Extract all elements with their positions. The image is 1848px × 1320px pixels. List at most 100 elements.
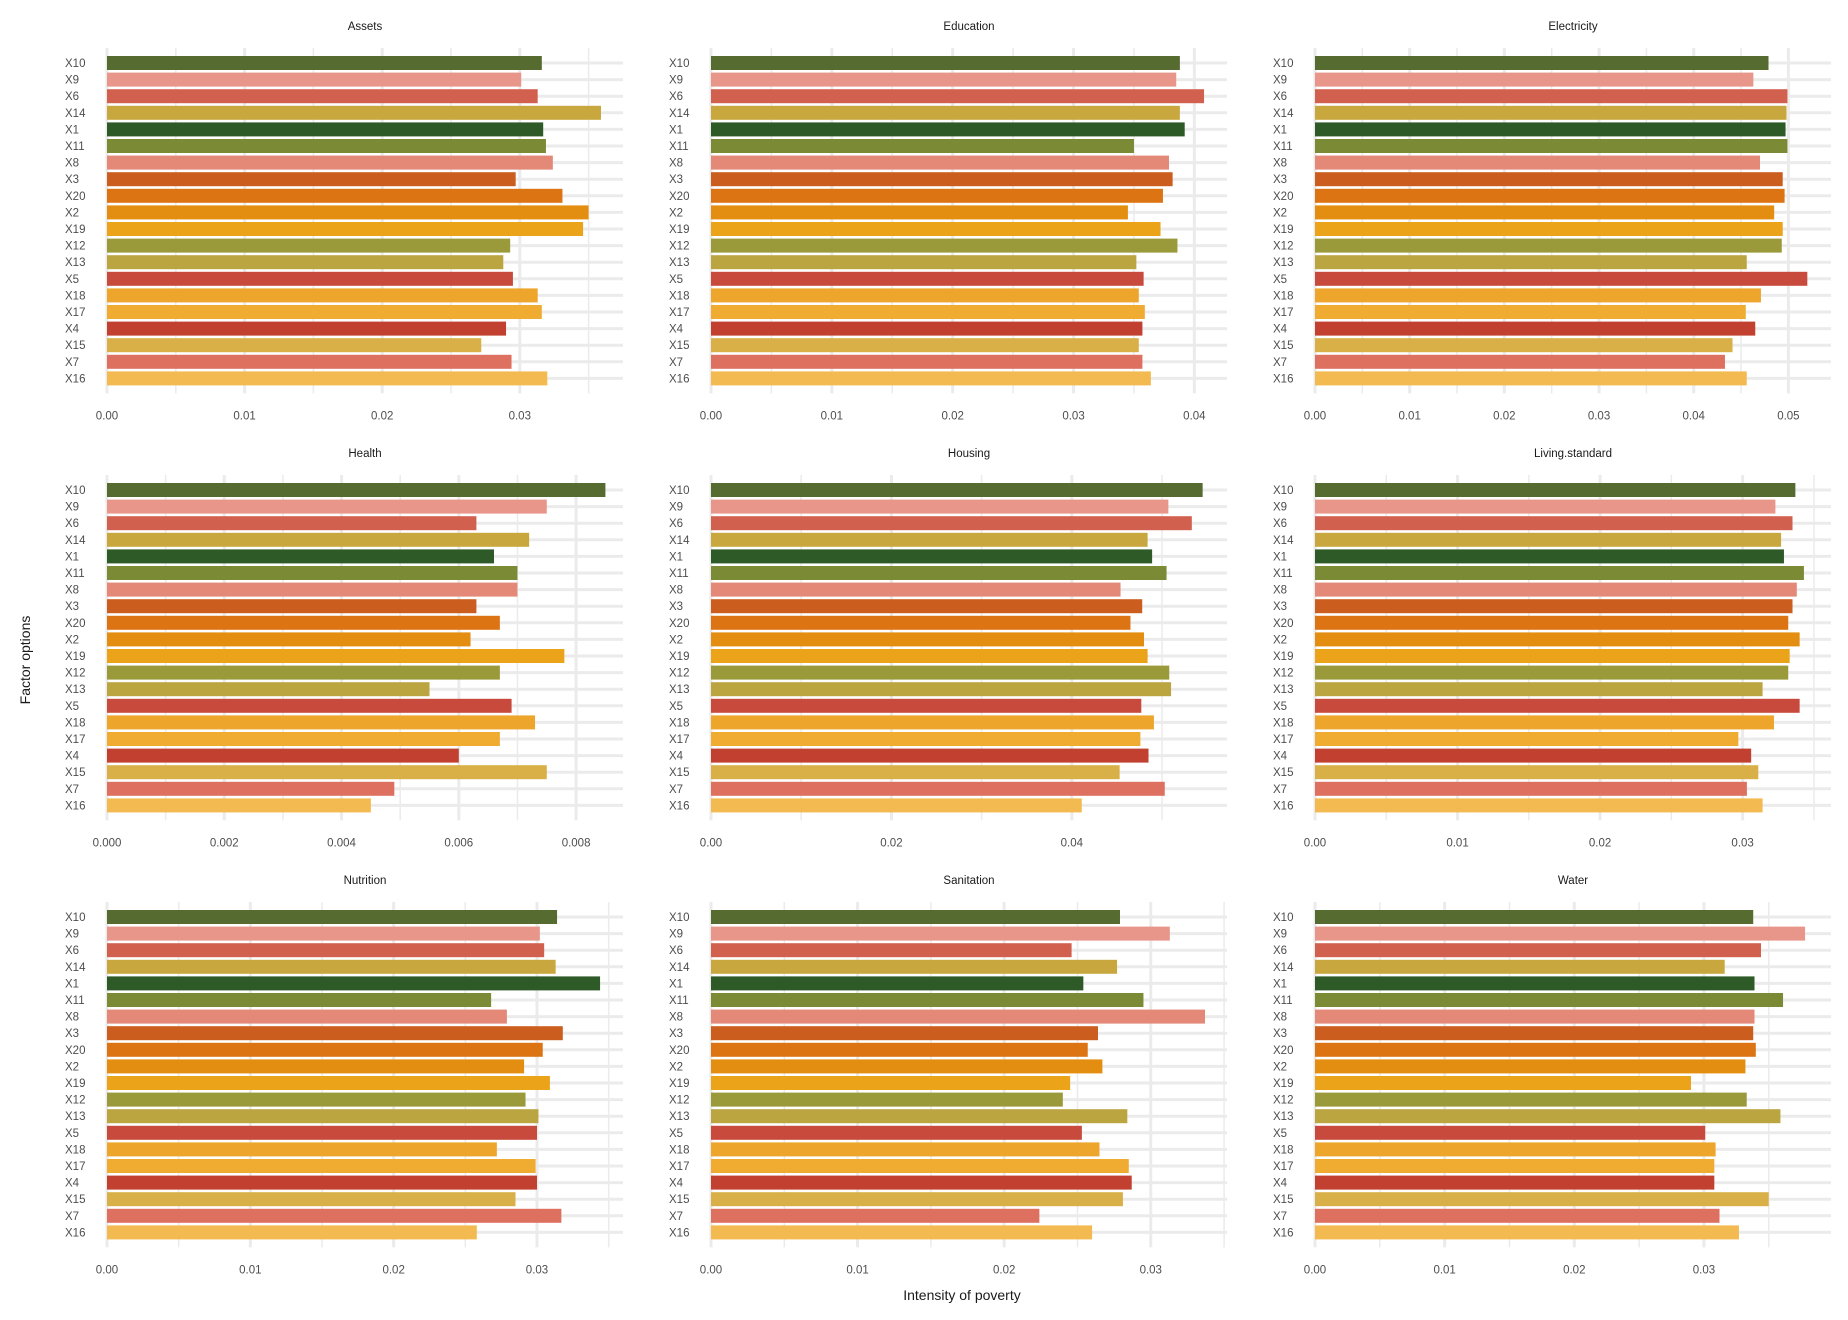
category-label: X7: [1273, 1211, 1287, 1223]
bar-nutrition-x7: [107, 1208, 562, 1223]
bar-housing-x11: [711, 566, 1167, 580]
category-label: X16: [65, 373, 85, 385]
bar-education-x11: [711, 139, 1134, 153]
category-label: X20: [669, 1045, 689, 1057]
category-label: X20: [1273, 191, 1293, 203]
category-label: X4: [669, 751, 684, 763]
x-tick-label: 0.004: [327, 837, 356, 849]
bar-housing-x6: [711, 516, 1192, 531]
category-label: X13: [1273, 684, 1293, 696]
category-label: X7: [669, 357, 683, 369]
category-label: X16: [65, 800, 85, 812]
category-label: X19: [65, 1078, 85, 1090]
x-tick-label: 0.02: [880, 837, 902, 849]
bar-education-x6: [711, 89, 1205, 104]
category-label: X19: [65, 224, 85, 236]
category-label: X4: [669, 1178, 684, 1190]
category-label: X6: [65, 518, 79, 530]
category-label: X6: [1273, 945, 1287, 957]
bar-electricity-x10: [1315, 56, 1769, 70]
category-label: X11: [65, 995, 85, 1007]
category-label: X19: [1273, 651, 1293, 663]
bar-assets-x5: [107, 271, 513, 286]
bar-electricity-x11: [1315, 139, 1788, 153]
category-label: X3: [65, 174, 79, 186]
category-label: X14: [65, 962, 86, 974]
bar-water-x16: [1315, 1225, 1739, 1240]
category-label: X11: [1273, 995, 1293, 1007]
category-label: X17: [669, 307, 689, 319]
bar-health-x14: [107, 532, 530, 547]
category-label: X20: [65, 191, 85, 203]
category-label: X5: [669, 274, 683, 286]
x-tick-label: 0.01: [233, 410, 255, 422]
category-label: X1: [669, 551, 683, 563]
category-label: X7: [65, 357, 79, 369]
bar-nutrition-x1: [107, 976, 601, 991]
panel-title-housing: Housing: [948, 448, 990, 460]
bar-health-x13: [107, 682, 430, 697]
bar-housing-x13: [711, 682, 1172, 697]
category-label: X14: [1273, 108, 1294, 120]
bar-living-standard-x19: [1315, 649, 1790, 663]
bar-nutrition-x11: [107, 993, 492, 1007]
category-label: X8: [1273, 585, 1287, 597]
bar-assets-x6: [107, 89, 538, 104]
x-tick-label: 0.03: [526, 1264, 548, 1276]
category-label: X9: [669, 929, 683, 941]
bar-sanitation-x12: [711, 1092, 1063, 1107]
category-label: X17: [65, 1161, 85, 1173]
bar-water-x11: [1315, 993, 1784, 1007]
bar-assets-x12: [107, 238, 511, 253]
bar-nutrition-x2: [107, 1059, 525, 1074]
panel-living-standard: Living.standard X10 X9 X6 X14 X1 X11 X8 X3 X20 X2 X…: [1273, 448, 1831, 849]
category-label: X5: [1273, 274, 1287, 286]
x-tick-label: 0.000: [93, 837, 122, 849]
bar-assets-x19: [107, 222, 584, 236]
category-label: X1: [669, 978, 683, 990]
bar-sanitation-x14: [711, 959, 1118, 974]
x-tick-label: 0.008: [562, 837, 591, 849]
category-label: X15: [65, 767, 85, 779]
bar-sanitation-x1: [711, 976, 1084, 991]
bar-assets-x17: [107, 305, 542, 319]
bar-health-x8: [107, 582, 518, 597]
category-label: X19: [65, 651, 85, 663]
category-label: X6: [65, 945, 79, 957]
category-label: X11: [669, 141, 689, 153]
bar-housing-x14: [711, 532, 1148, 547]
category-label: X12: [669, 241, 689, 253]
bar-electricity-x6: [1315, 89, 1788, 104]
category-label: X2: [1273, 1061, 1287, 1073]
bar-sanitation-x13: [711, 1109, 1128, 1124]
category-label: X10: [1273, 58, 1293, 70]
x-tick-label: 0.00: [1304, 837, 1326, 849]
category-label: X15: [65, 1194, 85, 1206]
bar-health-x12: [107, 665, 500, 680]
bar-sanitation-x17: [711, 1159, 1129, 1173]
bar-sanitation-x11: [711, 993, 1144, 1007]
category-label: X16: [1273, 373, 1293, 385]
category-label: X20: [1273, 1045, 1293, 1057]
bar-living-standard-x8: [1315, 582, 1797, 597]
category-label: X20: [65, 618, 85, 630]
x-tick-label: 0.02: [1493, 410, 1515, 422]
category-label: X4: [65, 1178, 80, 1190]
category-label: X8: [1273, 158, 1287, 170]
bar-electricity-x5: [1315, 271, 1808, 286]
category-label: X9: [669, 75, 683, 87]
category-label: X18: [65, 717, 85, 729]
x-tick-label: 0.05: [1777, 410, 1799, 422]
category-label: X13: [669, 684, 689, 696]
bar-sanitation-x2: [711, 1059, 1103, 1074]
bar-housing-x9: [711, 499, 1169, 514]
bar-water-x1: [1315, 976, 1755, 991]
category-label: X17: [1273, 1161, 1293, 1173]
category-label: X19: [669, 224, 689, 236]
x-tick-label: 0.00: [96, 410, 118, 422]
category-label: X1: [1273, 124, 1287, 136]
bar-electricity-x18: [1315, 288, 1761, 303]
category-label: X5: [65, 274, 79, 286]
bar-living-standard-x14: [1315, 532, 1782, 547]
category-label: X10: [1273, 912, 1293, 924]
